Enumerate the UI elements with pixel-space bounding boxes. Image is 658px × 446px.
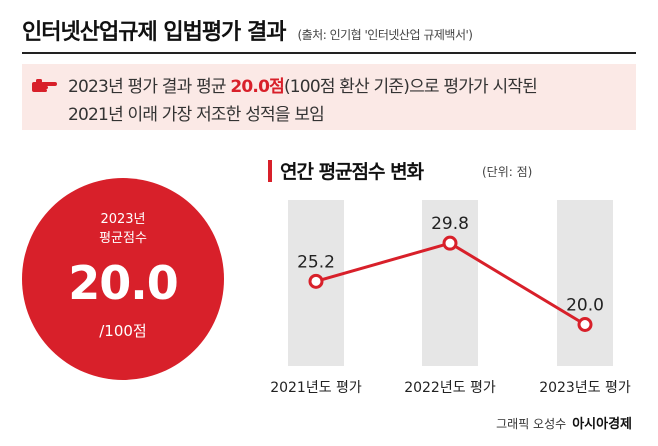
data-label: 29.8 [431, 214, 469, 234]
summary-line-1: 2023년 평가 결과 평균 20.0점(100점 환산 기준)으로 평가가 시… [68, 72, 538, 97]
x-tick-label: 2022년도 평가 [404, 380, 496, 396]
data-point [308, 273, 324, 289]
column-background [557, 200, 613, 366]
circle-year: 2023년 [100, 212, 146, 227]
summary-highlight: 20.0점 [230, 77, 284, 97]
brand-logo: 아시아경제 [572, 417, 632, 432]
summary-suffix: (100점 환산 기준)으로 평가가 시작된 [283, 77, 538, 97]
summary-prefix: 2023년 평가 결과 평균 [68, 77, 231, 97]
page-title: 인터넷산업규제 입법평가 결과 [22, 20, 286, 45]
data-point [442, 235, 458, 251]
data-label: 20.0 [566, 296, 604, 316]
summary-line-2: 2021년 이래 가장 저조한 성적을 보임 [68, 105, 325, 125]
circle-label: 평균점수 [99, 231, 147, 246]
footer-credit: 그래픽 오성수 아시아경제 [496, 413, 632, 432]
column-background [422, 200, 478, 366]
x-tick-label: 2021년도 평가 [270, 380, 362, 396]
title-divider [22, 52, 636, 54]
score-circle: 2023년 평균점수 20.0 /100점 [22, 178, 224, 380]
chart-unit-label: (단위: 점) [482, 165, 533, 179]
graphic-credit: 그래픽 오성수 [496, 417, 567, 431]
header: 인터넷산업규제 입법평가 결과 (출처: 인기협 '인터넷산업 규제백서') [22, 14, 638, 54]
chart-title-marker [268, 160, 272, 182]
data-label: 25.2 [297, 252, 335, 272]
source-note: (출처: 인기협 '인터넷산업 규제백서') [297, 28, 473, 42]
chart-title: 연간 평균점수 변화 [280, 161, 424, 183]
pointing-hand-icon [32, 79, 57, 92]
circle-unit: /100점 [99, 322, 147, 340]
data-point [577, 317, 593, 332]
circle-value: 20.0 [68, 256, 179, 310]
x-tick-label: 2023년도 평가 [539, 380, 631, 396]
summary-banner: 2023년 평가 결과 평균 20.0점(100점 환산 기준)으로 평가가 시… [22, 64, 636, 130]
